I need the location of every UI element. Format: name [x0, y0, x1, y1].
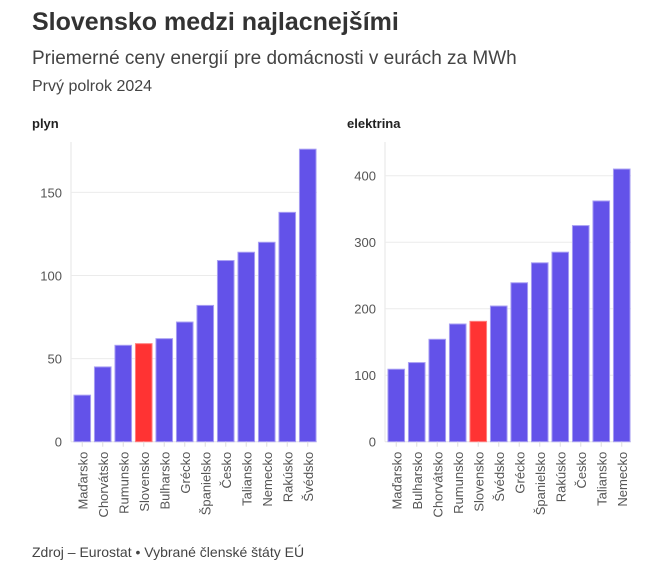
x-tick-label: Slovensko: [471, 452, 486, 512]
bar: [510, 282, 529, 443]
x-tick-label: Chorvátsko: [96, 452, 111, 518]
x-tick-label: Švédsko: [492, 452, 507, 502]
y-tick-label: 0: [369, 435, 376, 450]
gas-panel-title: plyn: [32, 116, 59, 131]
y-tick-label: 50: [48, 352, 62, 367]
x-tick-label: Taliansko: [239, 452, 254, 506]
source-note: Zdroj – Eurostat • Vybrané členské štáty…: [32, 544, 305, 560]
bar: [114, 344, 133, 443]
bar: [73, 394, 92, 443]
bar: [551, 251, 570, 443]
x-tick-label: Španielsko: [533, 452, 548, 516]
x-tick-label: Česko: [574, 452, 589, 489]
x-tick-label: Grécko: [178, 452, 193, 494]
x-tick-label: Bulharsko: [410, 452, 425, 510]
bar: [612, 168, 631, 443]
x-tick-label: Chorvátsko: [430, 452, 445, 518]
bar: [93, 366, 112, 443]
page-title: Slovensko medzi najlacnejšími: [32, 8, 399, 36]
period-label: Prvý polrok 2024: [32, 78, 153, 95]
bar: [298, 148, 317, 443]
x-tick-label: Španielsko: [198, 452, 213, 516]
y-tick-label: 100: [354, 368, 376, 383]
y-tick-label: 150: [40, 185, 62, 200]
x-tick-label: Rakúsko: [280, 452, 295, 503]
bar: [278, 211, 297, 443]
y-tick-label: 100: [40, 269, 62, 284]
bar: [448, 323, 467, 443]
x-tick-label: Nemecko: [615, 452, 630, 507]
bar: [175, 321, 194, 443]
bar: [571, 225, 590, 443]
bar: [387, 368, 406, 443]
x-tick-label: Rumunsko: [116, 452, 131, 514]
bar: [469, 320, 488, 443]
x-tick-label: Slovensko: [137, 452, 152, 512]
x-tick-label: Taliansko: [594, 452, 609, 506]
x-tick-label: Rumunsko: [451, 452, 466, 514]
bar: [407, 362, 426, 443]
bar: [428, 338, 447, 443]
bar: [134, 343, 153, 443]
y-tick-label: 400: [354, 169, 376, 184]
bar: [257, 241, 276, 443]
x-tick-label: Grécko: [512, 452, 527, 494]
y-tick-label: 300: [354, 235, 376, 250]
bar: [196, 304, 215, 443]
bar: [216, 260, 235, 443]
x-tick-label: Švédsko: [301, 452, 316, 502]
bar: [489, 305, 508, 443]
x-tick-label: Bulharsko: [157, 452, 172, 510]
x-tick-label: Rakúsko: [553, 452, 568, 503]
y-tick-label: 0: [55, 435, 62, 450]
bar: [155, 338, 174, 443]
bar: [592, 200, 611, 443]
x-tick-label: Nemecko: [260, 452, 275, 507]
x-tick-label: Česko: [219, 452, 234, 489]
y-tick-label: 200: [354, 302, 376, 317]
bar: [237, 251, 256, 443]
bar: [530, 262, 549, 443]
subtitle: Priemerné ceny energií pre domácnosti v …: [32, 48, 517, 69]
electricity-panel-title: elektrina: [347, 116, 401, 131]
x-tick-label: Maďarsko: [75, 452, 90, 510]
x-tick-label: Maďarsko: [389, 452, 404, 510]
